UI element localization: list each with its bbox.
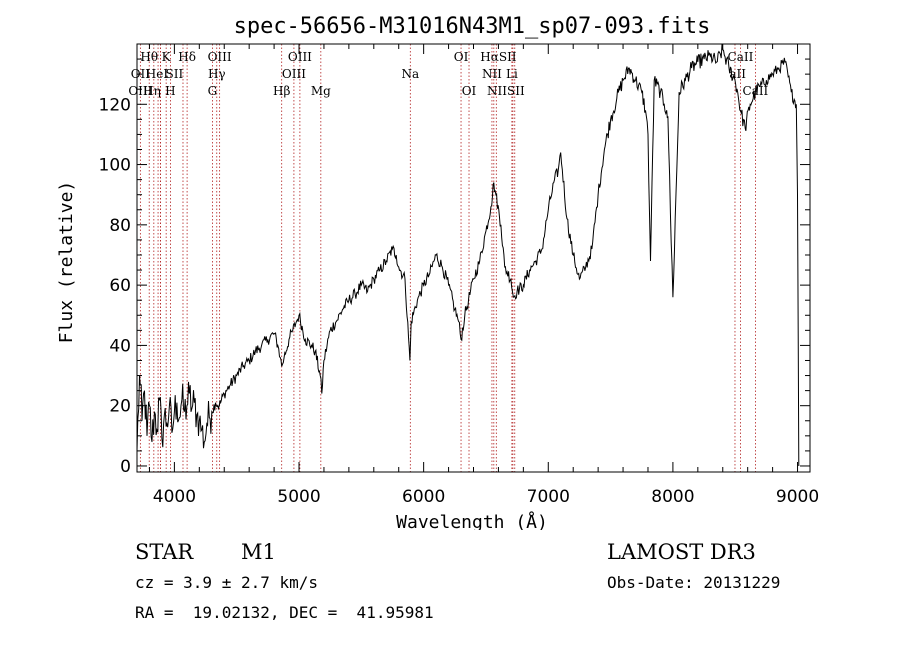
line-label-0-6: HαSII bbox=[480, 50, 517, 64]
redshift-info: cz = 3.9 ± 2.7 km/s bbox=[135, 573, 319, 592]
y-tick-label-3: 60 bbox=[109, 276, 131, 296]
line-label-1-7: Li bbox=[506, 67, 518, 81]
line-label-0-0: Hθ bbox=[140, 50, 158, 64]
object-subclass: M1 bbox=[241, 540, 276, 564]
spectrum-chart: spec-56656-M31016N43M1_sp07-093.fits Hθ K… bbox=[56, 14, 819, 530]
x-tick-label-4: 8000 bbox=[651, 487, 694, 507]
line-label-2-0: OIII bbox=[128, 84, 152, 98]
line-label-0-4: OIII bbox=[288, 50, 312, 64]
object-class: STAR bbox=[135, 540, 194, 564]
line-label-2-4: Hβ bbox=[273, 84, 290, 98]
obs-date: Obs-Date: 20131229 bbox=[607, 573, 781, 592]
y-axis-label: Flux (relative) bbox=[56, 181, 77, 344]
line-label-1-8: aII bbox=[729, 67, 746, 81]
y-tick-label-6: 120 bbox=[99, 95, 131, 115]
x-axis-ticks: 4000 5000 6000 7000 8000 9000 bbox=[148, 44, 819, 507]
plot-frame bbox=[136, 43, 811, 473]
line-label-2-6: OI bbox=[462, 84, 477, 98]
line-label-2-5: Mg bbox=[311, 84, 331, 98]
line-label-2-7: NIISII bbox=[487, 84, 525, 98]
line-markers bbox=[139, 44, 756, 472]
chart-title: spec-56656-M31016N43M1_sp07-093.fits bbox=[234, 14, 711, 39]
y-tick-label-4: 80 bbox=[109, 216, 131, 236]
line-label-0-7: CaII bbox=[728, 50, 754, 64]
x-tick-label-5: 9000 bbox=[776, 487, 819, 507]
x-axis-label: Wavelength (Å) bbox=[396, 511, 548, 530]
spectrum-line bbox=[136, 44, 800, 467]
y-tick-label-5: 100 bbox=[99, 156, 131, 176]
y-tick-label-0: 0 bbox=[120, 457, 131, 477]
x-tick-label-3: 7000 bbox=[527, 487, 570, 507]
y-tick-label-1: 20 bbox=[109, 397, 131, 417]
line-label-2-3: G bbox=[208, 84, 218, 98]
x-tick-label-2: 6000 bbox=[402, 487, 445, 507]
line-label-1-6: NII bbox=[482, 67, 502, 81]
coordinates: RA = 19.02132, DEC = 41.95981 bbox=[135, 603, 434, 622]
line-label-1-3: Hγ bbox=[208, 67, 226, 81]
line-label-0-1: K bbox=[162, 50, 172, 64]
line-label-0-5: OI bbox=[454, 50, 469, 64]
line-label-1-4: OIII bbox=[282, 67, 306, 81]
x-tick-label-0: 4000 bbox=[153, 487, 196, 507]
line-label-0-2: Hδ bbox=[178, 50, 196, 64]
y-tick-label-2: 40 bbox=[109, 336, 131, 356]
line-label-1-2: SII bbox=[166, 67, 184, 81]
line-label-0-3: OIII bbox=[208, 50, 232, 64]
line-label-1-1: HeI bbox=[146, 67, 169, 81]
x-tick-label-1: 5000 bbox=[277, 487, 320, 507]
line-label-1-5: Na bbox=[401, 67, 419, 81]
y-axis-ticks: 0 20 40 60 80 100 120 bbox=[99, 58, 810, 477]
line-label-2-2: H bbox=[165, 84, 175, 98]
line-label-2-1: Hη bbox=[143, 84, 161, 98]
survey-label: LAMOST DR3 bbox=[607, 540, 756, 564]
